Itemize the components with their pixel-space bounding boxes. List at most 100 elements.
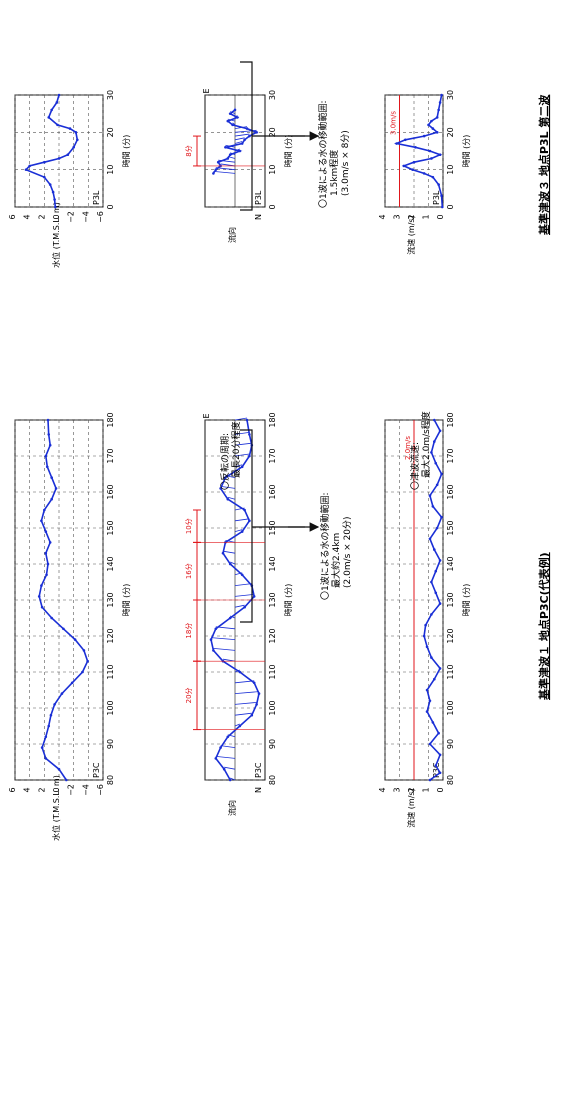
span-label: 16分 [184,563,193,579]
x-tick-label: 120 [106,628,115,643]
direction-vector [234,518,250,522]
p3c-flow-speed-chart: 80 90 100 110 120 130 140 150 160 170 180 時間 (分) 01 2… [378,412,471,827]
y-tick-label: E [202,88,211,93]
x-axis-label: 時間 (分) [462,135,471,168]
data-point [54,487,58,490]
data-point [60,692,64,695]
chart-title: P3C [92,762,101,778]
data-point [435,526,439,530]
y-tick-label: 1 [422,214,431,219]
x-tick-label: 90 [268,739,277,749]
y-tick-label: 0 [436,787,445,792]
data-point [37,595,41,598]
data-point [228,616,232,620]
data-point [228,153,232,157]
data-point [219,487,222,490]
data-point [86,659,89,663]
threshold-label: 2.0m/s [404,436,412,460]
y-axis-label: 流向 [227,227,237,243]
direction-vector [213,648,236,651]
x-tick-label: 180 [446,412,455,427]
data-point [228,778,232,782]
x-axis-label: 時間 (分) [284,135,293,168]
x-tick-label: 120 [268,628,277,643]
data-point [438,602,442,605]
data-point [24,168,28,171]
direction-vector [234,137,245,141]
data-point [212,649,215,652]
data-point [240,530,244,533]
caption-case3-text: 基準津波３ 地点P3L 第二波 [537,94,551,236]
x-tick-label: 20 [268,127,277,137]
x-tick-label: 150 [446,520,455,535]
span-label: 20分 [184,687,193,703]
note-speed: 〇津波流速: 最大2.0m/s程度 [409,411,432,490]
y-tick-label: N [254,214,263,220]
data-point [43,508,46,512]
data-point [45,573,48,577]
data-point [402,164,406,168]
series-line [210,419,260,781]
data-point [257,692,261,695]
data-point [57,157,61,160]
x-tick-label: 80 [446,775,455,785]
x-tick-label: 160 [106,484,115,499]
x-tick-label: 170 [268,448,277,463]
data-point [428,778,432,782]
p3l-water-level-chart: 0 10 20 30 時間 (分) −6 −4 −2 0 24 6 水位 (T.M.S.L. m) P3… [8,90,131,268]
direction-vector [234,691,260,694]
data-point [435,131,439,134]
y-tick-label: 2 [37,787,46,792]
data-point [431,175,435,179]
direction-vector [234,464,243,468]
x-axis-label: 時間 (分) [122,584,131,617]
data-point [74,131,78,134]
data-point [214,168,218,171]
data-point [48,183,52,186]
direction-vector [234,604,245,608]
chart-title: P3C [432,762,441,778]
x-tick-label: 10 [446,165,455,175]
note-move-case1-line3: (2.0m/s × 20分) [342,516,353,588]
data-point [219,746,222,749]
x-tick-label: 90 [446,739,455,749]
x-tick-label: 150 [268,520,277,535]
data-point [53,703,56,706]
data-point [438,753,442,757]
data-point [81,670,84,674]
y-axis-label: 流速 (m/s) [406,215,416,254]
data-point [245,127,249,130]
direction-vector [224,766,236,770]
data-point [54,205,57,209]
data-point [40,605,44,609]
data-point [44,757,48,760]
x-tick-label: 0 [446,204,455,209]
x-tick-label: 180 [268,412,277,427]
data-point [434,591,438,595]
data-point [47,433,51,436]
data-point [404,138,407,142]
p3l-flow-direction-chart: 0 10 20 30 時間 (分) N E 流向 P3L 8分 [184,88,293,243]
direction-vector [234,417,248,421]
series-line [24,94,79,208]
y-tick-label: 2 [37,214,46,219]
span-label: 18分 [184,623,193,639]
x-tick-label: 10 [268,165,277,175]
x-tick-label: 170 [106,448,115,463]
data-point [209,638,213,641]
data-point [435,483,439,487]
y-tick-label: 4 [378,787,387,792]
data-point [46,418,50,422]
data-point [43,160,46,164]
x-tick-label: 100 [446,700,455,715]
y-axis-label: 流向 [227,800,237,816]
data-point [438,153,442,157]
x-tick-label: 0 [106,204,115,209]
data-point [411,168,414,171]
data-point [236,116,239,119]
direction-vector [234,712,252,716]
data-point [428,537,432,541]
x-tick-label: 80 [106,775,115,785]
data-point [430,157,433,160]
